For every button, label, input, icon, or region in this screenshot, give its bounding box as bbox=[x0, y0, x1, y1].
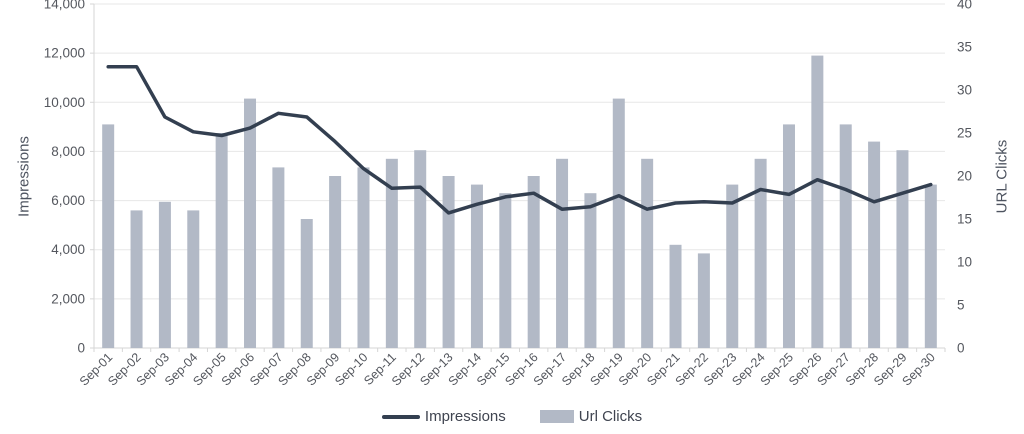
bar-Sep-03 bbox=[158, 201, 171, 348]
right-axis-tick-label: 40 bbox=[957, 0, 972, 12]
legend-label-impressions: Impressions bbox=[424, 408, 506, 425]
right-axis-tick-label: 10 bbox=[957, 255, 972, 270]
bar-Sep-20 bbox=[641, 158, 654, 348]
line-swatch-icon bbox=[381, 414, 420, 419]
right-axis-tick-label: 30 bbox=[957, 83, 972, 98]
bar-Sep-07 bbox=[272, 167, 285, 348]
bar-Sep-08 bbox=[300, 219, 313, 348]
bar-Sep-19 bbox=[612, 98, 625, 348]
bar-Sep-23 bbox=[726, 184, 739, 348]
chart-legend: Impressions Url Clicks bbox=[0, 408, 1024, 425]
bar-Sep-15 bbox=[499, 193, 512, 348]
right-axis-tick-label: 25 bbox=[957, 126, 972, 141]
bar-Sep-02 bbox=[130, 210, 143, 348]
bar-Sep-18 bbox=[584, 193, 597, 348]
bar-Sep-09 bbox=[329, 176, 342, 348]
bar-Sep-10 bbox=[357, 167, 370, 348]
left-axis-title: Impressions bbox=[15, 136, 33, 217]
bar-Sep-05 bbox=[215, 133, 228, 348]
right-axis-title: URL Clicks bbox=[993, 139, 1011, 214]
bar-Sep-30 bbox=[924, 184, 937, 348]
bar-Sep-28 bbox=[868, 141, 881, 348]
bar-Sep-13 bbox=[442, 176, 455, 348]
right-axis-tick-label: 15 bbox=[957, 212, 972, 227]
left-axis-tick-label: 12,000 bbox=[44, 46, 85, 61]
bar-Sep-22 bbox=[697, 253, 710, 348]
left-axis-tick-label: 10,000 bbox=[44, 95, 85, 110]
bar-Sep-17 bbox=[556, 158, 569, 348]
right-axis-tick-label: 0 bbox=[957, 341, 965, 356]
bar-Sep-25 bbox=[782, 124, 795, 349]
left-axis-tick-label: 4,000 bbox=[51, 242, 85, 257]
bar-Sep-12 bbox=[414, 150, 427, 348]
bar-Sep-16 bbox=[527, 176, 540, 348]
bar-Sep-11 bbox=[385, 158, 398, 348]
bar-swatch-icon bbox=[539, 410, 574, 423]
impressions-line bbox=[106, 64, 933, 215]
left-axis-tick-label: 6,000 bbox=[51, 193, 85, 208]
legend-label-url-clicks: Url Clicks bbox=[578, 408, 643, 425]
left-axis-tick-label: 0 bbox=[77, 341, 85, 356]
bar-Sep-21 bbox=[669, 244, 682, 348]
bar-Sep-26 bbox=[811, 55, 824, 348]
bar-Sep-27 bbox=[839, 124, 852, 349]
bar-Sep-04 bbox=[187, 210, 200, 348]
bar-Sep-06 bbox=[244, 98, 257, 348]
right-axis-tick-label: 20 bbox=[957, 169, 972, 184]
bar-Sep-29 bbox=[896, 150, 909, 348]
left-axis-tick-label: 2,000 bbox=[51, 291, 85, 306]
right-axis-tick-label: 35 bbox=[957, 40, 972, 55]
left-axis-tick-label: 14,000 bbox=[44, 0, 85, 12]
bar-Sep-01 bbox=[102, 124, 115, 349]
legend-item-impressions: Impressions bbox=[381, 408, 506, 425]
bar-Sep-14 bbox=[470, 184, 483, 348]
left-axis-tick-label: 8,000 bbox=[51, 144, 85, 159]
legend-item-url-clicks: Url Clicks bbox=[539, 408, 643, 425]
right-axis-tick-label: 5 bbox=[957, 298, 965, 313]
bar-Sep-24 bbox=[754, 158, 767, 348]
